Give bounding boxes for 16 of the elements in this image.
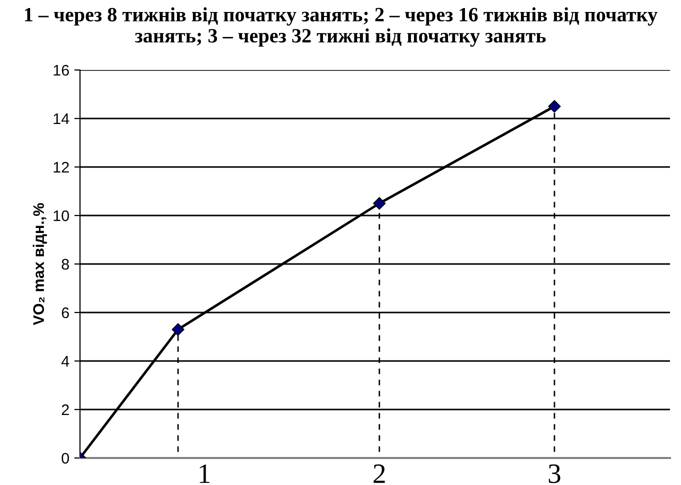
y-tick-label: 14 (54, 114, 70, 124)
y-tick-label: 2 (62, 404, 69, 416)
x-tick-label: 1 (200, 464, 210, 483)
point (373, 197, 386, 210)
x-tick-label: 2 (374, 464, 385, 483)
y-tick-label: 0 (62, 452, 69, 464)
y-tick-label: 8 (62, 258, 69, 270)
chart-title: 1 – через 8 тижнів від початку занять; 2 – через 16 тижнів від початку занять; 3 – через 32 тижні від початку занять (24, 7, 658, 47)
y-axis-title: VO₂ max відн.,% (32, 203, 47, 326)
x-tick-label: 3 (548, 464, 560, 484)
y-tick-label: 6 (62, 307, 69, 318)
y-tick-label: 16 (54, 64, 69, 76)
y-tick-label: 12 (54, 162, 69, 173)
y-tick-label: 4 (61, 356, 70, 367)
y-tick-label: 10 (54, 210, 69, 222)
point (548, 100, 561, 113)
